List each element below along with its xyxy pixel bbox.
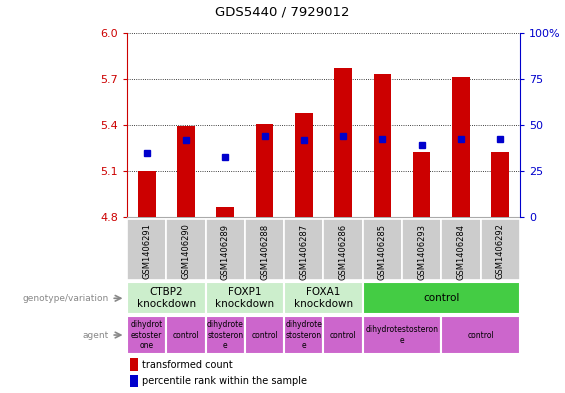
Bar [245, 219, 284, 280]
Bar [167, 219, 206, 280]
Bar [295, 114, 312, 217]
Text: FOXP1
knockdown: FOXP1 knockdown [215, 288, 275, 309]
Text: GSM1406286: GSM1406286 [338, 224, 347, 280]
Text: FOXA1
knockdown: FOXA1 knockdown [294, 288, 353, 309]
Text: GSM1406291: GSM1406291 [142, 224, 151, 279]
Bar [130, 358, 138, 371]
Bar [256, 124, 273, 217]
Text: genotype/variation: genotype/variation [23, 294, 109, 303]
Bar [167, 316, 206, 354]
Bar [441, 316, 520, 354]
Bar [127, 282, 206, 314]
Text: agent: agent [83, 331, 109, 340]
Bar [127, 219, 167, 280]
Bar [206, 316, 245, 354]
Text: control: control [467, 331, 494, 340]
Text: GSM1406292: GSM1406292 [496, 224, 505, 279]
Bar [363, 282, 520, 314]
Bar [206, 282, 284, 314]
Bar [452, 77, 470, 217]
Text: percentile rank within the sample: percentile rank within the sample [142, 376, 307, 386]
Text: control: control [423, 293, 459, 303]
Bar [363, 316, 441, 354]
Bar [413, 152, 431, 217]
Text: GSM1406289: GSM1406289 [221, 224, 230, 279]
Bar [138, 171, 155, 217]
Text: control: control [330, 331, 357, 340]
Bar [284, 316, 324, 354]
Bar [363, 219, 402, 280]
Bar [206, 219, 245, 280]
Bar [127, 316, 167, 354]
Bar [324, 219, 363, 280]
Bar [324, 316, 363, 354]
Text: dihydrotestosteron
e: dihydrotestosteron e [366, 325, 438, 345]
Text: dihydrote
stosteron
e: dihydrote stosteron e [207, 320, 244, 350]
Text: GSM1406287: GSM1406287 [299, 224, 308, 280]
Text: CTBP2
knockdown: CTBP2 knockdown [137, 288, 196, 309]
Text: control: control [251, 331, 278, 340]
Bar [284, 282, 363, 314]
Text: GSM1406290: GSM1406290 [181, 224, 190, 279]
Bar [284, 219, 324, 280]
Bar [130, 375, 138, 387]
Text: GSM1406288: GSM1406288 [260, 224, 269, 280]
Text: GDS5440 / 7929012: GDS5440 / 7929012 [215, 6, 350, 19]
Bar [177, 126, 195, 217]
Text: GSM1406284: GSM1406284 [457, 224, 466, 279]
Bar [441, 219, 481, 280]
Bar [216, 207, 234, 217]
Bar [481, 219, 520, 280]
Text: GSM1406293: GSM1406293 [417, 224, 426, 279]
Text: dihydrot
estoster
one: dihydrot estoster one [131, 320, 163, 350]
Bar [402, 219, 441, 280]
Text: transformed count: transformed count [142, 360, 233, 370]
Bar [334, 68, 352, 217]
Text: control: control [173, 331, 199, 340]
Text: GSM1406285: GSM1406285 [378, 224, 387, 279]
Bar [373, 74, 391, 217]
Text: dihydrote
stosteron
e: dihydrote stosteron e [285, 320, 322, 350]
Bar [245, 316, 284, 354]
Bar [492, 152, 509, 217]
